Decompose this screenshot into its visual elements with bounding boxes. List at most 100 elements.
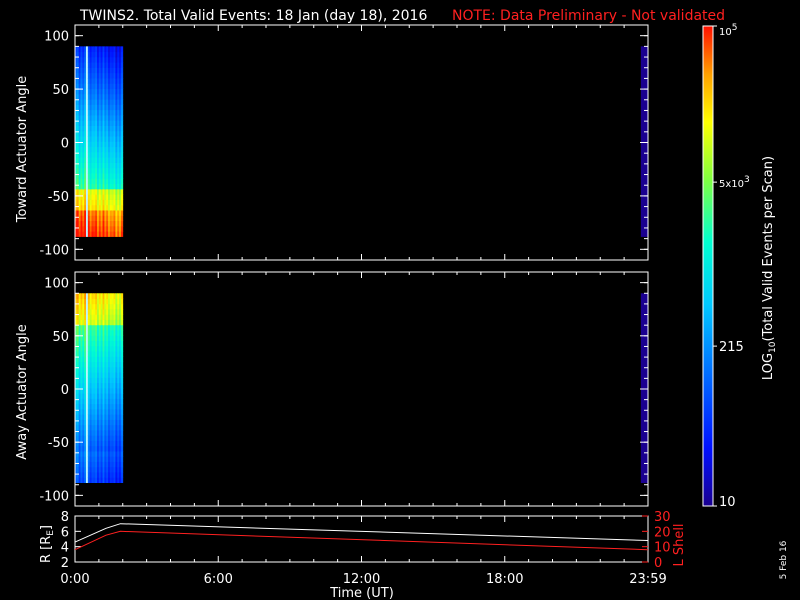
away-panel-cell — [84, 382, 87, 389]
away-panel-cell — [84, 330, 87, 336]
toward-panel-cell — [640, 194, 645, 200]
toward-panel-cell — [115, 199, 118, 206]
toward-panel-cell — [109, 162, 113, 169]
toward-panel-cell — [75, 136, 78, 142]
away-panel-cell — [104, 377, 107, 384]
toward-panel-cell — [113, 88, 116, 95]
toward-panel-cell — [117, 215, 120, 222]
toward-panel-cell — [106, 115, 109, 121]
toward-panel-cell — [106, 204, 109, 211]
toward-panel-cell — [113, 151, 116, 158]
away-panel-cell — [87, 382, 91, 389]
toward-panel-cell — [100, 46, 103, 53]
toward-panel-cell — [117, 188, 120, 195]
away-panel-cell — [91, 382, 94, 389]
away-panel-cell — [87, 340, 91, 347]
away-panel-cell — [117, 314, 120, 320]
away-panel-cell — [120, 393, 124, 399]
away-panel-cell — [640, 351, 645, 357]
away-panel-cell — [640, 430, 645, 436]
toward-panel-cell — [75, 225, 78, 232]
r-tick-label: 4 — [61, 541, 69, 556]
away-panel-cell — [100, 335, 103, 342]
toward-panel-cell — [108, 62, 111, 68]
toward-panel-cell — [86, 199, 89, 206]
away-panel-cell — [87, 403, 91, 410]
toward-panel-cell — [111, 199, 114, 206]
toward-panel-cell — [120, 72, 124, 79]
toward-panel-cell — [104, 56, 107, 63]
toward-panel-cell — [84, 88, 87, 95]
away-panel-cell — [87, 472, 91, 478]
toward-panel-cell — [640, 83, 645, 90]
away-panel-cell — [97, 393, 100, 399]
toward-panel-cell — [120, 93, 124, 100]
toward-panel-cell — [78, 146, 81, 153]
toward-panel-cell — [86, 104, 89, 111]
away-panel-cell — [76, 466, 80, 473]
away-panel-cell — [95, 414, 98, 420]
colorbar-tick-exponent: 5 — [732, 23, 738, 33]
toward-panel-cell — [640, 93, 645, 100]
toward-panel-cell — [119, 120, 122, 126]
toward-panel-cell — [95, 167, 98, 174]
toward-panel-cell — [108, 109, 111, 116]
away-panel-cell — [106, 366, 109, 373]
toward-panel-cell — [113, 93, 116, 100]
toward-panel-cell — [120, 210, 124, 216]
toward-panel-cell — [75, 173, 78, 179]
away-panel-cell — [115, 314, 118, 320]
away-panel-cell — [78, 451, 81, 457]
away-panel-cell — [78, 393, 81, 399]
away-panel-cell — [117, 408, 120, 415]
away-panel-cell — [115, 309, 118, 315]
toward-panel-cell — [86, 215, 89, 222]
away-panel-cell — [91, 398, 94, 405]
toward-panel-cell — [111, 162, 114, 169]
toward-panel-cell — [89, 194, 92, 200]
away-panel-cell — [98, 387, 102, 394]
toward-panel-cell — [113, 120, 116, 126]
toward-panel-cell — [102, 231, 105, 237]
away-panel-cell — [102, 298, 105, 305]
toward-panel-cell — [117, 178, 120, 185]
away-panel-cell — [113, 324, 116, 331]
toward-panel-cell — [120, 151, 124, 158]
toward-panel-cell — [102, 62, 105, 68]
away-panel-cell — [97, 403, 100, 410]
away-panel-cell — [98, 303, 102, 310]
away-panel-cell — [120, 387, 124, 394]
away-panel-cell — [80, 430, 83, 436]
away-panel-cell — [104, 461, 107, 468]
toward-panel-cell — [115, 167, 118, 174]
toward-panel-cell — [120, 83, 124, 90]
away-panel-cell — [644, 440, 649, 447]
away-panel-cell — [97, 345, 100, 352]
toward-panel-cell — [76, 72, 80, 79]
away-panel-cell — [93, 408, 96, 415]
away-panel-cell — [108, 419, 111, 426]
toward-panel-cell — [113, 167, 116, 174]
away-panel-cell — [89, 451, 92, 457]
away-panel-cell — [111, 382, 114, 389]
away-panel-cell — [76, 424, 80, 431]
away-panel-cell — [109, 303, 113, 310]
toward-panel-cell — [109, 204, 113, 211]
toward-panel-cell — [87, 72, 91, 79]
toward-panel-cell — [119, 178, 122, 185]
toward-panel-cell — [95, 215, 98, 222]
toward-panel-cell — [113, 157, 116, 163]
toward-panel-cell — [91, 210, 94, 216]
toward-panel-cell — [120, 220, 124, 227]
toward-panel-cell — [89, 178, 92, 185]
toward-panel-cell — [87, 130, 91, 137]
toward-panel-cell — [106, 104, 109, 111]
away-panel-cell — [119, 424, 122, 431]
toward-panel-cell — [640, 46, 645, 53]
toward-panel-cell — [108, 46, 111, 53]
away-panel-cell — [75, 382, 78, 389]
away-panel-cell — [93, 356, 96, 363]
toward-panel-cell — [86, 157, 89, 163]
toward-panel-cell — [76, 167, 80, 174]
away-panel-cell — [84, 466, 87, 473]
